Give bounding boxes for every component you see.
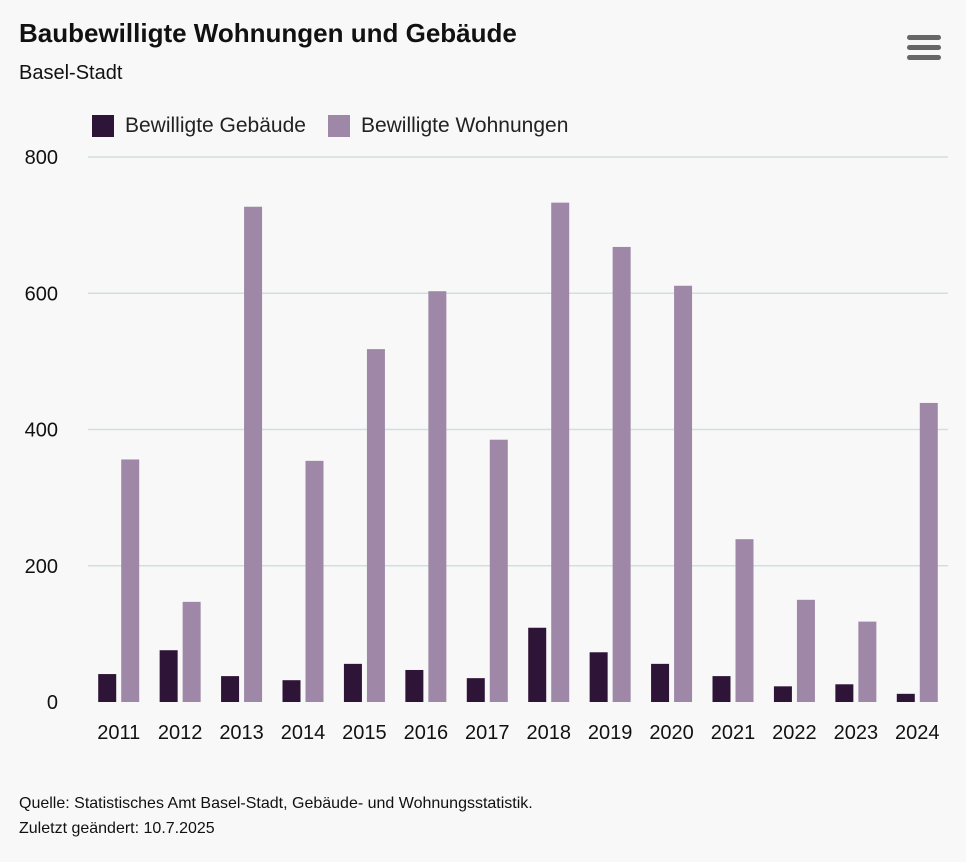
menu-bar-line [907, 34, 941, 40]
bar-buildings[interactable] [712, 676, 731, 702]
bar-buildings[interactable] [528, 627, 547, 702]
bar-apartments[interactable] [244, 206, 263, 702]
bar-apartments[interactable] [858, 621, 877, 702]
bar-apartments[interactable] [305, 460, 324, 702]
bar-buildings[interactable] [651, 663, 670, 702]
y-tick-label: 0 [47, 692, 58, 714]
last-updated-note: Zuletzt geändert: 10.7.2025 [19, 820, 215, 837]
x-tick-label: 2016 [404, 722, 449, 744]
bar-apartments[interactable] [674, 285, 693, 702]
y-tick-label: 600 [25, 283, 58, 305]
x-tick-label: 2017 [465, 722, 510, 744]
legend-item-apartments[interactable]: Bewilligte Wohnungen [327, 114, 569, 138]
source-note: Quelle: Statistisches Amt Basel-Stadt, G… [19, 795, 533, 812]
bar-apartments[interactable] [612, 246, 631, 703]
y-tick-label: 800 [25, 147, 58, 169]
menu-bar-line [907, 54, 941, 60]
x-tick-label: 2019 [588, 722, 633, 744]
bar-apartments[interactable] [428, 291, 447, 702]
bar-chart: 0 200 400 600 800 2011 2012 2013 2014 2015 2016 201… [25, 147, 948, 744]
chart-title: Baubewilligte Wohnungen und Gebäude [19, 18, 517, 48]
x-tick-label: 2024 [895, 722, 940, 744]
hamburger-menu-icon[interactable] [898, 24, 950, 70]
x-tick-label: 2012 [158, 722, 203, 744]
bar-buildings[interactable] [221, 676, 240, 702]
x-tick-label: 2018 [526, 722, 571, 744]
bar-apartments[interactable] [796, 599, 815, 702]
legend-label-apartments: Bewilligte Wohnungen [360, 114, 569, 137]
legend-item-buildings[interactable]: Bewilligte Gebäude [92, 114, 306, 138]
x-tick-label: 2023 [834, 722, 879, 744]
bar-buildings[interactable] [773, 686, 792, 702]
bar-buildings[interactable] [98, 674, 117, 702]
x-tick-label: 2013 [219, 722, 264, 744]
bar-buildings[interactable] [466, 678, 485, 702]
x-tick-label: 2011 [97, 722, 140, 744]
bar-apartments[interactable] [735, 539, 754, 702]
bar-apartments[interactable] [551, 202, 570, 703]
bar-apartments[interactable] [489, 439, 508, 702]
bar-buildings[interactable] [159, 650, 178, 702]
x-tick-label: 2015 [342, 722, 387, 744]
bar-buildings[interactable] [405, 669, 424, 702]
bar-apartments[interactable] [121, 459, 140, 702]
x-tick-label: 2020 [649, 722, 694, 744]
bar-apartments[interactable] [366, 349, 385, 702]
bar-buildings[interactable] [589, 652, 608, 702]
bar-apartments[interactable] [919, 402, 938, 702]
x-tick-label: 2021 [711, 722, 756, 744]
chart-legend: Bewilligte Gebäude Bewilligte Wohnungen [92, 114, 590, 138]
menu-bar-line [907, 44, 941, 50]
legend-swatch-apartments [327, 115, 350, 137]
bar-buildings[interactable] [896, 693, 915, 702]
bar-buildings[interactable] [282, 680, 301, 702]
y-tick-label: 200 [25, 556, 58, 578]
bar-buildings[interactable] [343, 663, 362, 702]
x-tick-label: 2022 [772, 722, 817, 744]
legend-swatch-buildings [92, 115, 114, 137]
bar-buildings[interactable] [835, 684, 854, 702]
y-tick-label: 400 [25, 420, 58, 442]
legend-label-buildings: Bewilligte Gebäude [125, 114, 306, 137]
x-tick-label: 2014 [281, 722, 326, 744]
bar-apartments[interactable] [182, 601, 201, 702]
chart-subtitle: Basel-Stadt [19, 62, 123, 84]
